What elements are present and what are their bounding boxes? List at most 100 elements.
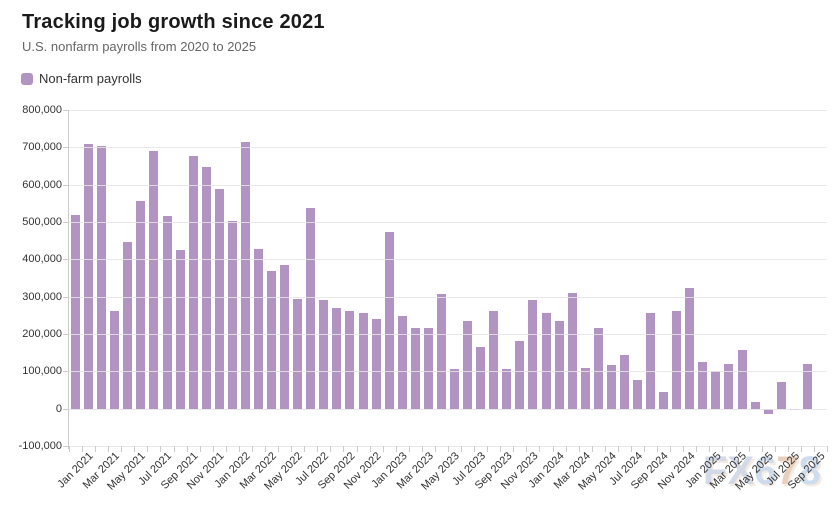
payroll-bar-Mar-2023[interactable] <box>410 327 420 409</box>
y-axis-line <box>68 110 69 450</box>
payroll-bar-Apr-2023[interactable] <box>423 327 433 409</box>
payroll-bar-Jun-2023[interactable] <box>450 369 460 409</box>
payroll-bar-Sep-2023[interactable] <box>489 310 499 409</box>
y-axis-label: 500,000 <box>22 216 62 228</box>
y-gridline <box>69 408 827 410</box>
x-axis-tick <box>696 446 698 453</box>
payroll-bar-Jul-2025[interactable] <box>776 381 786 409</box>
payroll-bar-Jul-2021[interactable] <box>149 151 159 409</box>
x-axis-tick <box>670 446 672 453</box>
payroll-bar-Feb-2024[interactable] <box>554 320 564 409</box>
x-axis-tick <box>827 446 828 453</box>
y-axis-tick <box>63 184 69 186</box>
payroll-bar-May-2025[interactable] <box>750 401 760 409</box>
x-axis-tick <box>212 446 214 453</box>
payroll-bar-Aug-2024[interactable] <box>633 379 642 409</box>
payroll-bar-Sep-2025[interactable] <box>802 364 812 409</box>
x-axis-tick <box>278 446 280 453</box>
payroll-bar-Mar-2021[interactable] <box>97 145 107 409</box>
payroll-bar-Apr-2022[interactable] <box>267 271 277 409</box>
payroll-bar-Nov-2022[interactable] <box>358 313 368 409</box>
payroll-bar-Sep-2022[interactable] <box>332 308 342 409</box>
payroll-bar-Jan-2021[interactable] <box>71 214 81 409</box>
payroll-bar-Feb-2022[interactable] <box>240 142 250 409</box>
y-axis-label: 300,000 <box>22 290 62 303</box>
payroll-bar-Dec-2023[interactable] <box>528 300 538 409</box>
payroll-bar-Feb-2023[interactable] <box>397 316 407 409</box>
y-axis-label: 100,000 <box>22 365 62 378</box>
watermark-letter: X <box>727 449 755 493</box>
watermark-letter: 8 <box>798 449 821 493</box>
x-axis-tick <box>408 446 410 453</box>
payroll-bar-Sep-2024[interactable] <box>646 313 656 409</box>
payroll-bar-Apr-2024[interactable] <box>580 368 590 409</box>
y-gridline <box>69 259 827 261</box>
x-axis-tick <box>513 446 515 453</box>
payroll-bar-May-2022[interactable] <box>280 264 290 409</box>
x-axis-tick <box>552 446 554 453</box>
x-axis-tick <box>434 446 436 453</box>
payroll-bar-Jan-2025[interactable] <box>698 362 708 409</box>
y-axis-tick <box>63 296 69 298</box>
payroll-bar-Nov-2023[interactable] <box>515 340 525 409</box>
payroll-bar-Jan-2022[interactable] <box>227 220 237 409</box>
x-axis-tick <box>787 446 789 453</box>
x-axis-tick <box>709 446 711 453</box>
x-axis-tick <box>225 446 227 453</box>
x-axis-tick <box>343 446 345 453</box>
payroll-bar-Dec-2022[interactable] <box>371 319 381 409</box>
y-axis-label: 600,000 <box>22 178 62 191</box>
x-axis-tick <box>735 446 737 453</box>
x-axis-tick <box>304 446 306 453</box>
watermark-fx678: FX678 <box>703 449 821 494</box>
y-axis-tick <box>63 110 69 111</box>
payroll-bar-Oct-2021[interactable] <box>188 155 198 409</box>
payroll-bar-Jul-2023[interactable] <box>463 320 473 409</box>
x-axis-tick <box>644 446 646 453</box>
payroll-bar-Dec-2021[interactable] <box>214 189 224 409</box>
payroll-bar-Apr-2025[interactable] <box>737 349 747 409</box>
payroll-bar-Jun-2021[interactable] <box>136 200 146 409</box>
payroll-bar-May-2021[interactable] <box>123 241 133 409</box>
payroll-bar-Jan-2023[interactable] <box>384 232 394 409</box>
payroll-bar-Oct-2024[interactable] <box>659 392 669 409</box>
payroll-bar-Mar-2022[interactable] <box>254 248 263 409</box>
payroll-bar-Oct-2023[interactable] <box>502 369 512 409</box>
y-gridline <box>69 371 827 373</box>
legend-swatch-icon <box>21 72 33 85</box>
x-axis-tick <box>617 446 619 453</box>
payroll-bar-Jan-2024[interactable] <box>541 313 551 409</box>
payroll-bar-Jun-2024[interactable] <box>606 364 616 409</box>
payroll-bar-May-2023[interactable] <box>436 294 446 409</box>
legend-item-nonfarm-payrolls[interactable]: Non-farm payrolls <box>21 71 142 86</box>
payroll-bar-Oct-2022[interactable] <box>345 310 355 409</box>
x-axis-tick <box>173 446 175 453</box>
x-axis-tick <box>95 446 97 453</box>
payroll-bar-Mar-2024[interactable] <box>567 292 577 409</box>
payroll-bar-Aug-2023[interactable] <box>476 347 486 409</box>
x-axis-tick <box>722 446 724 453</box>
y-axis-tick <box>63 371 69 373</box>
payroll-bar-Sep-2021[interactable] <box>175 250 185 409</box>
payroll-bar-Nov-2024[interactable] <box>672 311 682 409</box>
payroll-bar-Aug-2022[interactable] <box>319 299 329 409</box>
x-axis-tick <box>421 446 423 453</box>
x-axis-tick <box>448 446 449 453</box>
payroll-bar-Jun-2022[interactable] <box>293 299 303 409</box>
payroll-bar-Jun-2025[interactable] <box>763 408 773 414</box>
payroll-bar-Dec-2024[interactable] <box>685 288 695 409</box>
payroll-bar-Apr-2021[interactable] <box>110 310 120 409</box>
payroll-bar-Feb-2025[interactable] <box>711 370 721 409</box>
chart-title: Tracking job growth since 2021 <box>22 11 325 33</box>
payroll-bar-Jul-2024[interactable] <box>619 354 629 409</box>
payroll-bar-Feb-2021[interactable] <box>84 143 94 409</box>
x-axis-tick <box>395 446 397 453</box>
x-axis-tick <box>800 446 802 453</box>
payroll-bar-Mar-2025[interactable] <box>724 363 734 409</box>
y-gridline <box>69 147 827 149</box>
y-gridline <box>69 184 827 186</box>
payroll-bar-Nov-2021[interactable] <box>201 167 211 409</box>
payroll-bar-Aug-2021[interactable] <box>162 215 172 409</box>
payroll-bar-May-2024[interactable] <box>593 328 603 409</box>
payroll-bar-Jul-2022[interactable] <box>306 208 316 409</box>
